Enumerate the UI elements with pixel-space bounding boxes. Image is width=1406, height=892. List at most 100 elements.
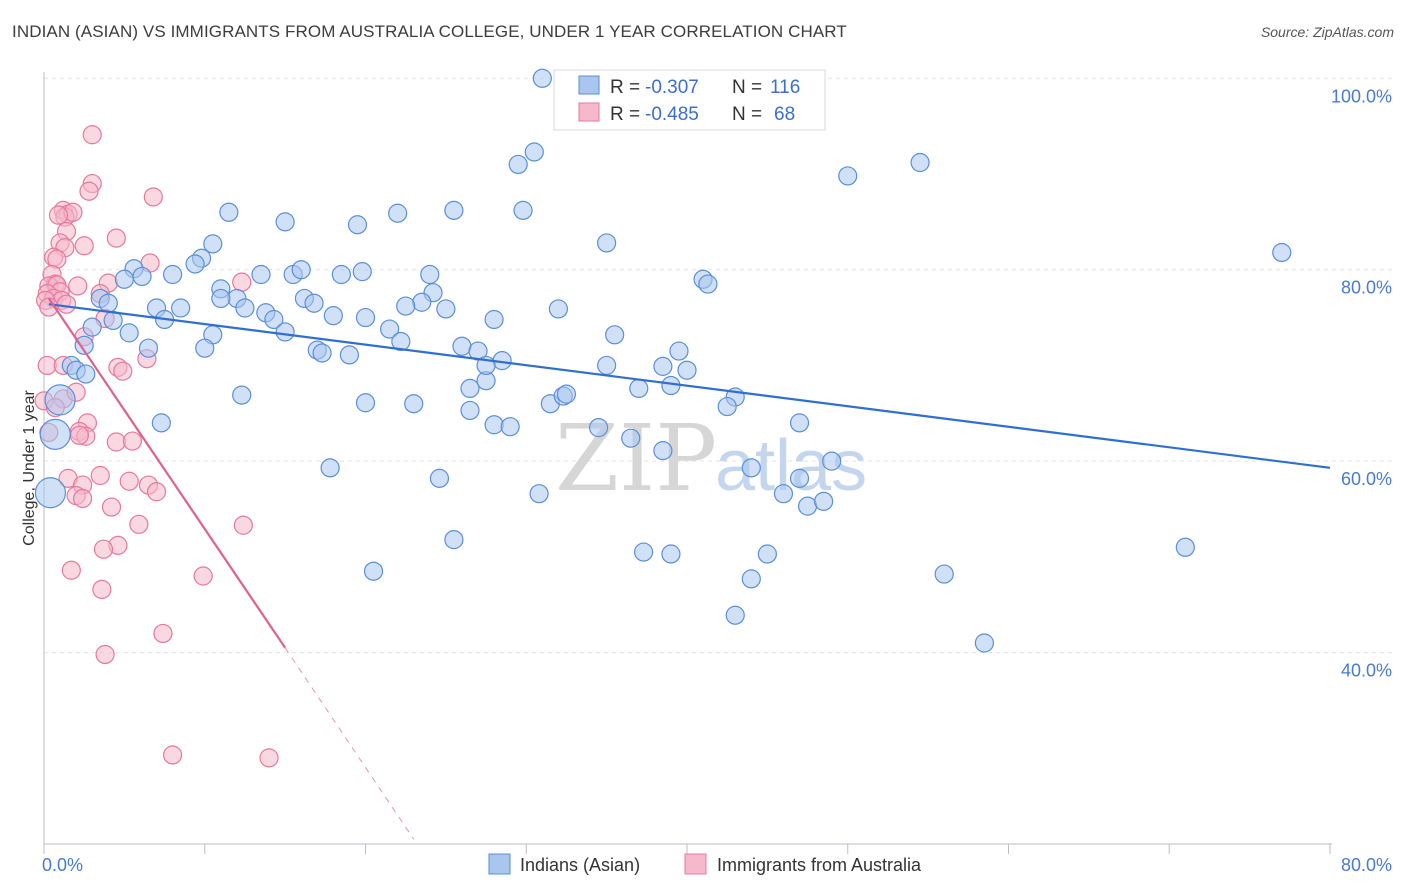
- indians-point-65: [677, 360, 697, 380]
- indians-point-12: [1272, 242, 1292, 263]
- australia-point-53: [146, 482, 167, 502]
- indians-point-48: [119, 323, 139, 343]
- trend-line-indians: [48, 303, 1331, 469]
- indians-point-111: [132, 266, 152, 287]
- australia-point-50: [90, 465, 110, 486]
- legend-label-australia: Immigrants from Australia: [717, 855, 922, 875]
- indians-point-71: [629, 378, 649, 398]
- australia-point-28: [56, 294, 77, 314]
- indians-point-75: [355, 393, 376, 413]
- indians-point-34: [235, 298, 255, 318]
- series-indians-asian: [34, 68, 1292, 653]
- indians-point-82: [151, 413, 171, 433]
- y-tick-label-60: 60.0%: [1341, 469, 1392, 489]
- trend-line-australia: [47, 297, 287, 649]
- australia-point-57: [101, 497, 122, 517]
- indians-point-115: [814, 491, 834, 511]
- source-label: Source: ZipAtlas.com: [1260, 24, 1394, 40]
- indians-point-39: [323, 306, 343, 326]
- indians-point-25: [412, 292, 432, 312]
- indians-point-102: [757, 544, 777, 564]
- australia-point-58: [129, 514, 149, 534]
- trend-line-australia-extension: [284, 647, 415, 840]
- indians-point-106: [934, 564, 954, 584]
- stats-swatch-blue: [578, 75, 600, 95]
- indians-point-51: [275, 322, 295, 342]
- australia-point-0: [82, 125, 102, 145]
- indians-point-101: [661, 544, 681, 564]
- australia-point-3: [143, 187, 163, 207]
- indians-point-57: [339, 345, 360, 365]
- stats-blue-n-value: 116: [770, 77, 800, 98]
- indians-point-36: [264, 309, 284, 330]
- indians-point-94: [789, 468, 810, 488]
- indians-point-103: [1175, 537, 1195, 557]
- australia-point-65: [153, 623, 173, 644]
- indians-point-7: [347, 215, 368, 235]
- indians-point-88: [621, 428, 641, 448]
- australia-point-63: [193, 566, 213, 586]
- indians-point-93: [741, 458, 761, 478]
- indians-point-56: [312, 343, 332, 363]
- indians-point-10: [513, 200, 533, 220]
- indians-point-95: [822, 451, 842, 471]
- indians-point-2: [508, 154, 528, 175]
- indians-point-96: [529, 484, 549, 504]
- indians-point-85: [500, 417, 520, 437]
- indians-point-91: [320, 458, 340, 478]
- indians-point-64: [653, 356, 673, 376]
- indians-point-45: [548, 299, 569, 319]
- indians-point-3: [838, 166, 858, 186]
- australia-point-27: [232, 272, 252, 292]
- indians-point-63: [597, 355, 617, 376]
- stats-pink-n-label: N =: [732, 104, 762, 125]
- australia-point-61: [93, 539, 114, 559]
- indians-point-23: [420, 264, 440, 285]
- series-immigrants-australia: [34, 125, 279, 768]
- australia-point-59: [233, 515, 253, 535]
- australia-point-47: [106, 432, 126, 452]
- indians-point-79: [556, 384, 577, 404]
- australia-point-38: [113, 361, 133, 381]
- indians-point-6: [275, 212, 295, 232]
- indians-point-87: [789, 413, 810, 433]
- indians-point-86: [588, 418, 609, 438]
- legend-label-indians: Indians (Asian): [520, 855, 640, 875]
- indians-point-28: [114, 269, 134, 289]
- indians-point-84: [484, 415, 504, 435]
- indians-point-90: [39, 418, 71, 450]
- indians-point-74: [232, 385, 252, 405]
- indians-point-112: [211, 288, 231, 309]
- indians-point-114: [185, 254, 205, 274]
- australia-point-62: [61, 560, 81, 580]
- australia-point-10: [106, 228, 126, 248]
- watermark: ZIP atlas: [555, 405, 867, 512]
- stats-swatch-pink: [578, 102, 600, 122]
- indians-point-53: [138, 338, 159, 358]
- indians-point-108: [974, 633, 994, 653]
- axes: [43, 72, 1332, 854]
- indians-point-89: [653, 441, 673, 461]
- y-tick-label-80: 80.0%: [1341, 278, 1392, 298]
- stats-box: R = -0.307 N = 116 R = -0.485 N = 68: [553, 69, 826, 131]
- legend-swatch-indians: [488, 853, 511, 875]
- indians-point-62: [669, 341, 689, 361]
- indians-point-21: [331, 264, 351, 285]
- indians-point-81: [44, 384, 76, 416]
- indians-point-13: [203, 234, 223, 254]
- indians-point-76: [404, 394, 424, 414]
- indians-point-52: [74, 335, 94, 355]
- australia-point-2: [79, 181, 99, 201]
- y-tick-label-40: 40.0%: [1341, 661, 1392, 681]
- indians-point-9: [444, 200, 464, 220]
- australia-point-67: [163, 745, 183, 765]
- indians-point-0: [532, 68, 552, 88]
- indians-point-99: [444, 530, 464, 550]
- legend-swatch-australia: [684, 853, 707, 875]
- indians-point-109: [698, 274, 718, 294]
- indians-point-54: [195, 338, 215, 358]
- indians-point-5: [219, 202, 239, 222]
- indians-point-98: [797, 496, 818, 516]
- indians-point-16: [163, 264, 183, 285]
